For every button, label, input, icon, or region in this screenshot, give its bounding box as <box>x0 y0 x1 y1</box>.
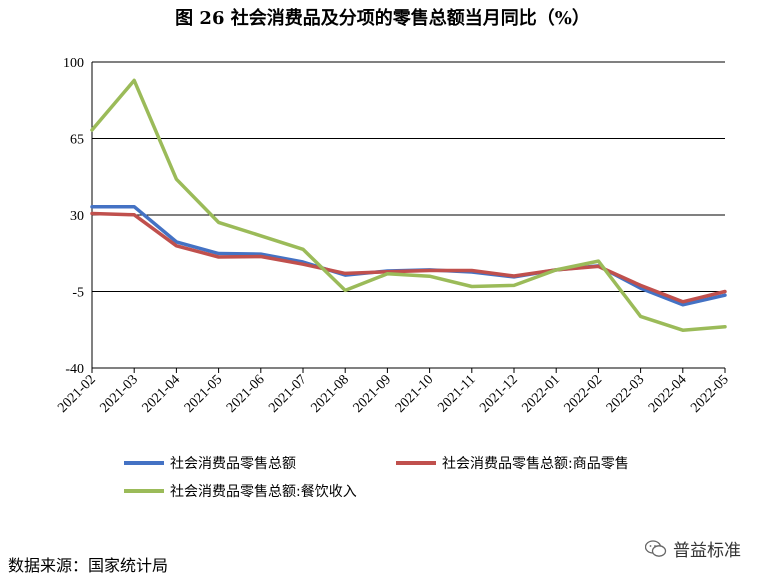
x-tick-label: 2022-02 <box>562 372 606 416</box>
y-tick-label: -40 <box>65 362 84 377</box>
legend-label-goods: 社会消费品零售总额:商品零售 <box>442 456 629 472</box>
wechat-icon <box>645 539 667 557</box>
x-tick-label: 2022-05 <box>688 372 732 416</box>
chart-title: 图 26 社会消费品及分项的零售总额当月同比（%） <box>175 8 590 29</box>
y-tick-label: -5 <box>72 286 84 301</box>
y-tick-labels: 100 65 30 -5 -40 <box>63 56 84 377</box>
legend-label-total: 社会消费品零售总额 <box>170 456 296 472</box>
x-tick-labels: 2021-022021-032021-042021-052021-062021-… <box>55 372 732 416</box>
x-tick-label: 2021-03 <box>97 372 141 416</box>
axes <box>91 62 726 373</box>
y-tick-label: 100 <box>63 56 84 71</box>
x-tick-label: 2021-04 <box>140 372 184 416</box>
x-tick-label: 2021-07 <box>266 372 310 416</box>
x-tick-label: 2021-05 <box>182 372 226 416</box>
x-tick-label: 2021-09 <box>351 372 395 416</box>
x-tick-label: 2021-11 <box>435 372 478 415</box>
x-tick-label: 2021-10 <box>393 372 437 416</box>
legend-item-total: 社会消费品零售总额 <box>124 452 296 474</box>
legend-swatch-catering <box>124 489 164 493</box>
series-lines <box>90 78 727 332</box>
legend-item-catering: 社会消费品零售总额:餐饮收入 <box>124 480 357 502</box>
series-line-2 <box>90 78 727 332</box>
x-tick-label: 2022-01 <box>519 372 563 416</box>
x-tick-label: 2021-08 <box>308 372 352 416</box>
legend-item-goods: 社会消费品零售总额:商品零售 <box>396 452 629 474</box>
gridlines <box>92 61 725 369</box>
x-tick-label: 2021-06 <box>224 372 268 416</box>
series-line-1 <box>90 211 727 304</box>
legend-swatch-total <box>124 461 164 465</box>
source-note: 数据来源：国家统计局 <box>8 556 169 575</box>
legend: 社会消费品零售总额 社会消费品零售总额:商品零售 社会消费品零售总额:餐饮收入 <box>90 448 730 506</box>
watermark-text: 普益标准 <box>673 541 741 561</box>
y-tick-label: 30 <box>70 209 84 224</box>
x-tick-label: 2021-12 <box>477 372 521 416</box>
legend-label-catering: 社会消费品零售总额:餐饮收入 <box>170 484 357 500</box>
watermark: 普益标准 <box>645 536 741 561</box>
x-tick-label: 2022-04 <box>646 372 690 416</box>
legend-swatch-goods <box>396 461 436 465</box>
y-tick-label: 65 <box>70 133 84 148</box>
x-tick-label: 2021-02 <box>55 372 99 416</box>
series-line-0 <box>90 204 727 307</box>
x-tick-label: 2022-03 <box>604 372 648 416</box>
